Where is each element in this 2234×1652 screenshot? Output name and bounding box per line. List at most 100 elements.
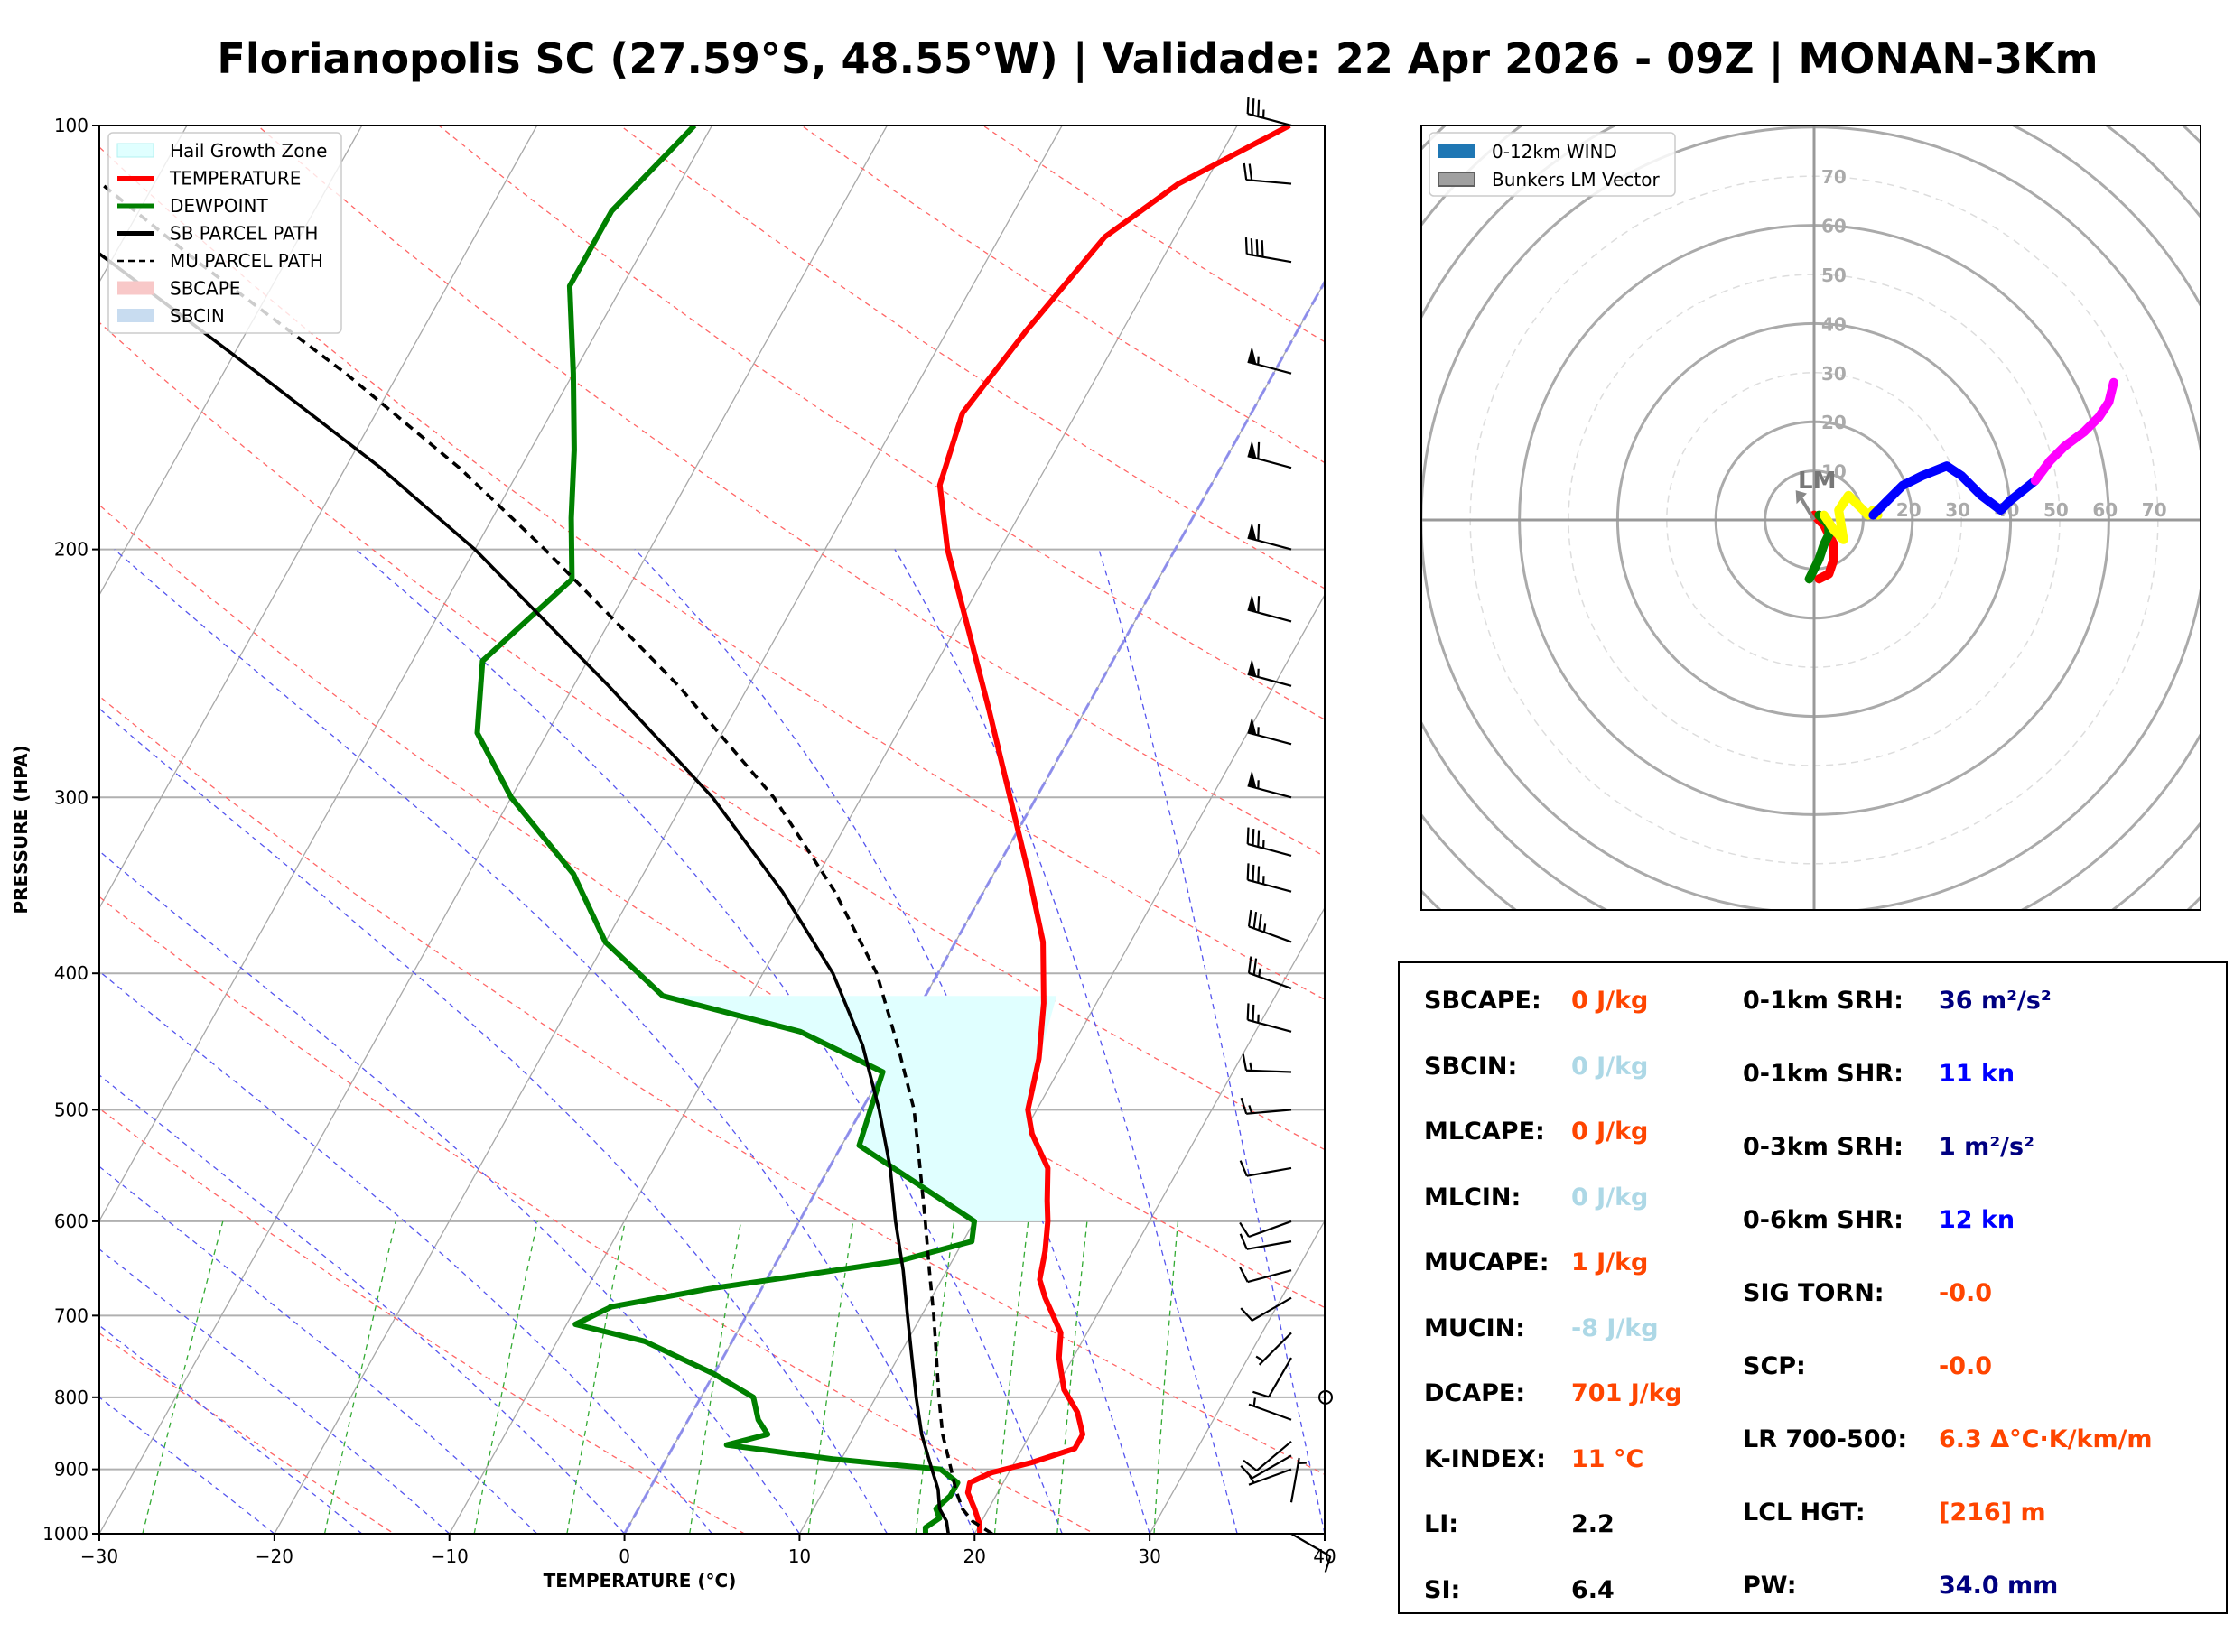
wind-barb	[1247, 346, 1292, 375]
stat-value: 2.2	[1571, 1510, 1615, 1538]
barb-full	[1240, 1307, 1253, 1322]
wind-barb	[1247, 769, 1292, 799]
barb-staff	[1248, 971, 1292, 989]
y-tick-label: 200	[54, 539, 88, 561]
barb-staff	[1258, 1332, 1292, 1366]
barb-full	[1252, 1004, 1255, 1022]
dry-adiabat-line	[99, 1332, 396, 1534]
wind-barb	[1239, 1267, 1292, 1284]
legend-swatch	[117, 309, 154, 322]
barb-staff	[1246, 1166, 1292, 1177]
barb-full	[1246, 827, 1250, 844]
stat-value: -0.0	[1939, 1279, 1993, 1307]
plot-area	[99, 125, 1325, 1534]
barb-staff	[1246, 253, 1292, 264]
wind-barb	[1240, 1097, 1292, 1115]
wind-barb	[1247, 717, 1292, 746]
stat-label: MUCIN:	[1424, 1313, 1526, 1342]
legend-label: SBCAPE	[170, 278, 240, 300]
barb-full	[1239, 1160, 1248, 1177]
wind-barbs	[1239, 97, 1333, 1573]
stat-label: 0-6km SHR:	[1743, 1206, 1904, 1234]
y-tick-label: 500	[54, 1099, 88, 1120]
wind-barb	[1247, 440, 1292, 469]
mixing-ratio-line	[1056, 1220, 1088, 1534]
stat-value: 701 J/kg	[1571, 1379, 1682, 1407]
legend-label: 0-12km WIND	[1492, 141, 1617, 162]
barb-full	[1242, 1053, 1248, 1071]
series-temperature	[936, 125, 1291, 1534]
isotherm-line	[1149, 1220, 1325, 1534]
stat-label: 0-1km SHR:	[1743, 1060, 1904, 1088]
moist-adiabat-line	[114, 549, 975, 1534]
stat-value: 12 kn	[1939, 1206, 2015, 1234]
hodo-ring	[1224, 0, 2234, 1109]
stat-label: SBCIN:	[1424, 1052, 1518, 1081]
y-tick-label: 400	[54, 962, 88, 984]
barb-full	[1324, 1555, 1332, 1573]
barb-full	[1240, 1097, 1248, 1115]
x-tick-label: −30	[80, 1545, 118, 1567]
mixing-ratio-line	[566, 1220, 626, 1534]
y-tick-label: 700	[54, 1304, 88, 1326]
barb-full	[1257, 441, 1261, 459]
legend-label: Bunkers LM Vector	[1492, 169, 1661, 190]
moist-adiabat-line	[894, 549, 1238, 1534]
barb-staff	[1268, 1357, 1292, 1397]
hodo-ring-label: 50	[1821, 265, 1847, 286]
moist-adiabat-line	[99, 1324, 363, 1534]
barb-full	[1246, 1003, 1250, 1020]
barb-full	[1252, 1390, 1270, 1398]
barb-staff	[1252, 1454, 1292, 1480]
barb-staff	[1247, 878, 1292, 893]
legend-label: Hail Growth Zone	[170, 140, 327, 162]
x-tick-label: 30	[1138, 1545, 1160, 1567]
mixing-ratio-line	[473, 1220, 538, 1534]
barb-full	[1246, 863, 1250, 880]
legend-label: DEWPOINT	[170, 195, 268, 217]
barb-staff	[1290, 1533, 1331, 1557]
moist-adiabat-line	[1098, 549, 1325, 1534]
barb-full	[1239, 1233, 1248, 1250]
wind-barb	[1247, 658, 1292, 687]
isotherm-line	[449, 125, 1238, 1534]
barb-full	[1257, 866, 1261, 883]
isotherm-line	[274, 125, 1063, 1534]
stat-label: SBCAPE:	[1424, 987, 1541, 1015]
hodo-segment	[2030, 377, 2118, 486]
stat-label: LR 700-500:	[1743, 1425, 1908, 1453]
barb-full	[1261, 240, 1264, 257]
hodo-axis-label: 50	[2043, 499, 2069, 521]
hodo-axis-label: 60	[2092, 499, 2118, 521]
barb-half	[1248, 1105, 1253, 1114]
hodo-ring-label: 70	[1821, 166, 1847, 188]
moist-adiabat-line	[99, 1397, 275, 1534]
stat-label: K-INDEX:	[1424, 1444, 1546, 1473]
wind-barb	[1247, 594, 1292, 623]
barb-staff	[1255, 1440, 1292, 1471]
stat-label: MUCAPE:	[1424, 1248, 1550, 1276]
hodo-legend: 0-12km WIND Bunkers LM Vector	[1429, 132, 1676, 197]
y-tick-label: 300	[54, 786, 88, 808]
barb-full	[1257, 524, 1261, 541]
stat-value: 11 kn	[1939, 1060, 2015, 1088]
chart-title: Florianopolis SC (27.59°S, 48.55°W) | Va…	[217, 34, 2099, 83]
barb-full	[1252, 864, 1255, 882]
barb-full	[1257, 596, 1261, 613]
hodo-ring-label: 20	[1821, 412, 1847, 433]
barb-full	[1257, 830, 1261, 848]
series-dewpoint	[474, 125, 977, 1534]
series-sb-parcel-path	[99, 251, 950, 1534]
y-tick-label: 800	[54, 1387, 88, 1408]
wind-barb	[1240, 1454, 1292, 1480]
barb-flag	[1247, 717, 1257, 736]
barb-flag	[1247, 769, 1257, 788]
barb-full	[1239, 1267, 1249, 1283]
barb-flag	[1247, 594, 1257, 613]
stat-value: 6.3 Δ°C·K/km/m	[1939, 1425, 2153, 1453]
stat-value: 0 J/kg	[1571, 987, 1649, 1015]
barb-staff	[1245, 1069, 1292, 1073]
stat-value: 0 J/kg	[1571, 1183, 1649, 1211]
legend-label: MU PARCEL PATH	[170, 250, 323, 272]
moist-adiabat-line	[99, 1074, 626, 1534]
